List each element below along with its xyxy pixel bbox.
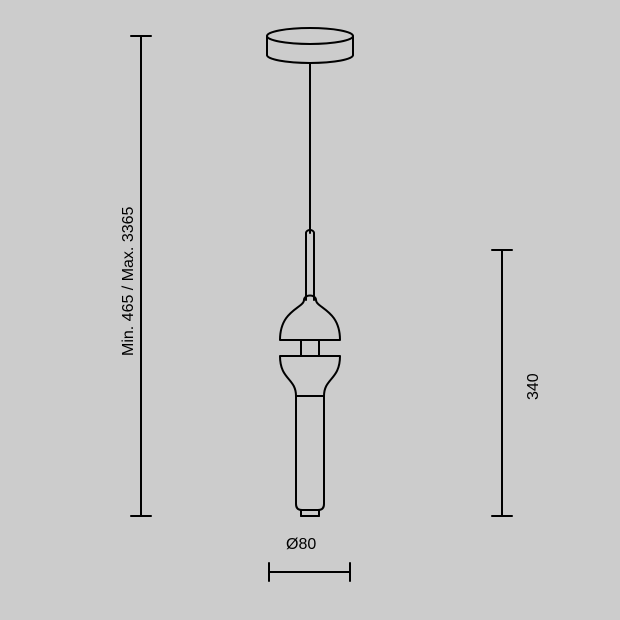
diagram-canvas: Min. 465 / Max. 3365 340 Ø80 xyxy=(0,0,620,620)
drawing-svg xyxy=(0,0,620,620)
